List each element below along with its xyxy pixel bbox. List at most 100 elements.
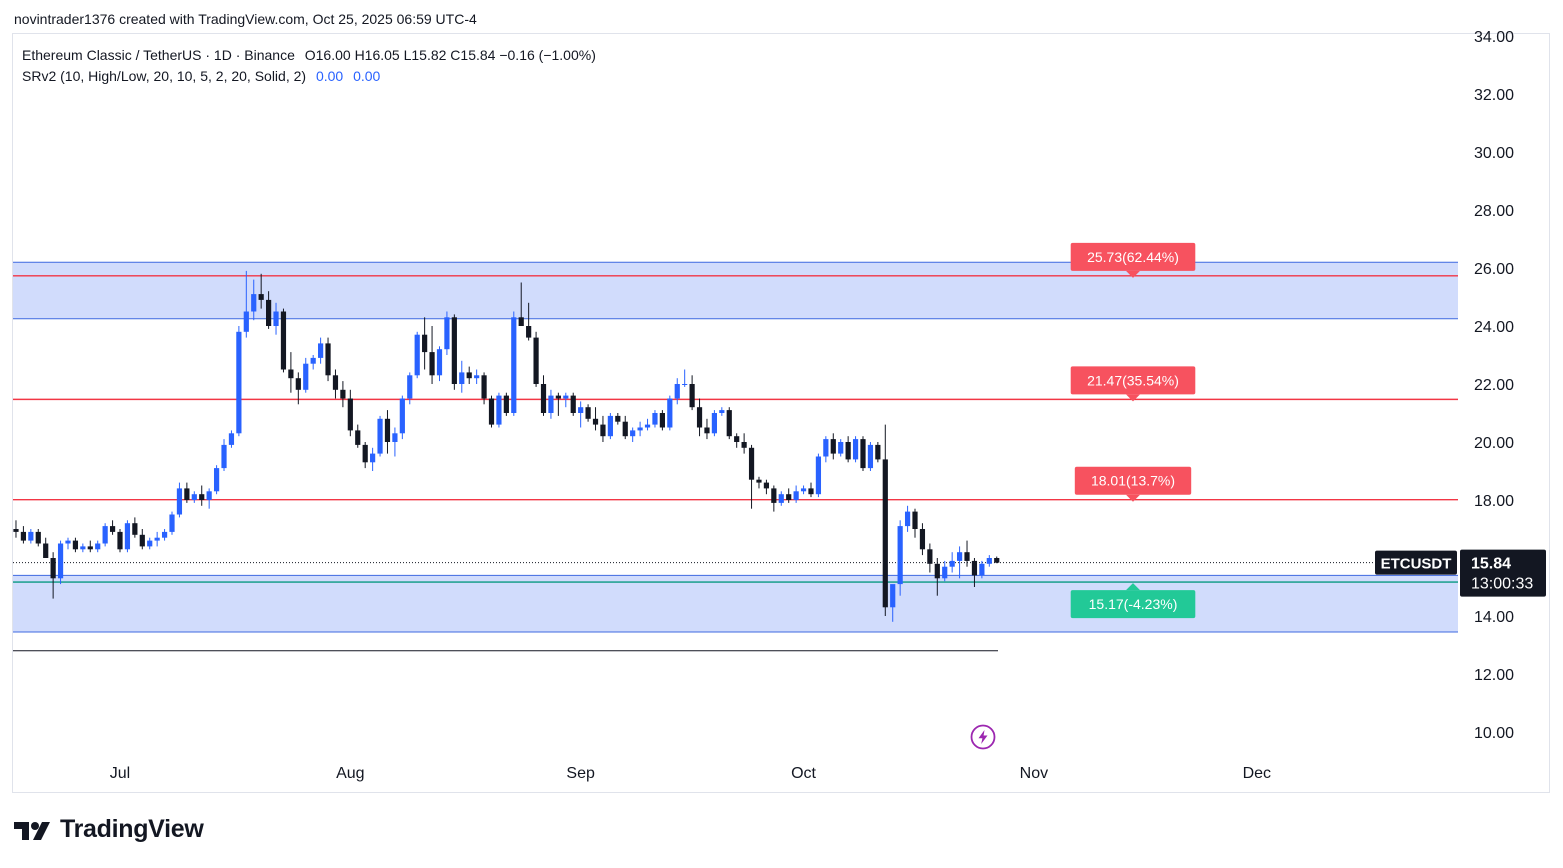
candle-body-55 bbox=[422, 334, 428, 353]
candle-body-117 bbox=[882, 459, 888, 608]
candle-70 bbox=[533, 331, 539, 387]
candle-87 bbox=[659, 410, 665, 431]
candle-52 bbox=[399, 395, 405, 440]
candle-body-92 bbox=[696, 407, 703, 428]
candle-114 bbox=[860, 436, 866, 471]
candle-45 bbox=[347, 389, 353, 437]
candle-19 bbox=[154, 531, 160, 547]
candle-body-72 bbox=[548, 395, 554, 413]
candle-6 bbox=[57, 540, 64, 585]
candle-92 bbox=[696, 398, 703, 437]
candle-48 bbox=[370, 447, 376, 471]
y-tick-6: 22.00 bbox=[1474, 377, 1514, 394]
chart-legend: Ethereum Classic / TetherUS · 1D · Binan… bbox=[22, 45, 596, 87]
candle-body-6 bbox=[57, 543, 64, 579]
candle-39 bbox=[303, 357, 309, 393]
time-axis[interactable]: Jul Aug Sep Oct Nov Dec bbox=[110, 765, 1271, 782]
candle-36 bbox=[280, 308, 287, 373]
candle-56 bbox=[429, 326, 435, 384]
candle-body-100 bbox=[756, 479, 762, 483]
candle-body-90 bbox=[682, 384, 688, 385]
candle-130 bbox=[979, 560, 985, 579]
candle-body-63 bbox=[481, 375, 487, 399]
candle-26 bbox=[206, 488, 212, 509]
candle-body-22 bbox=[176, 488, 183, 515]
y-tick-10: 30.00 bbox=[1474, 145, 1514, 162]
symbol-title[interactable]: Ethereum Classic / TetherUS · 1D · Binan… bbox=[22, 47, 295, 63]
candle-107 bbox=[808, 482, 814, 498]
candle-body-129 bbox=[971, 560, 978, 576]
price-tag-box bbox=[1460, 549, 1546, 597]
candle-9 bbox=[80, 543, 86, 553]
candle-body-29 bbox=[228, 433, 235, 445]
candle-84 bbox=[637, 421, 643, 437]
candle-body-1 bbox=[20, 531, 27, 541]
candle-98 bbox=[741, 433, 747, 454]
level-labels: 25.73(62.44%) 21.47(35.54%) 18.01(13.7%) 15… bbox=[1070, 242, 1196, 619]
candle-body-8 bbox=[72, 540, 79, 550]
indicator-name[interactable]: SRv2 (10, High/Low, 20, 10, 5, 2, 20, So… bbox=[22, 68, 307, 84]
candle-body-104 bbox=[786, 494, 792, 500]
candle-body-125 bbox=[942, 566, 948, 579]
candle-body-110 bbox=[830, 439, 836, 454]
candle-body-131 bbox=[986, 558, 992, 564]
candle-body-71 bbox=[540, 384, 547, 413]
candle-body-70 bbox=[533, 337, 539, 384]
candle-body-106 bbox=[800, 488, 807, 492]
candle-21 bbox=[169, 511, 175, 535]
price-axis[interactable]: 10.0012.0014.0016.0018.0020.0022.0024.00… bbox=[1474, 29, 1514, 742]
candle-body-27 bbox=[213, 468, 220, 492]
candle-75 bbox=[570, 392, 576, 416]
x-tick-1: Aug bbox=[336, 765, 364, 782]
candle-body-118 bbox=[890, 584, 896, 608]
candle-111 bbox=[838, 439, 844, 457]
candle-body-98 bbox=[741, 442, 747, 448]
candle-99 bbox=[748, 444, 755, 509]
candle-body-81 bbox=[615, 415, 621, 422]
candle-65 bbox=[496, 392, 502, 428]
x-tick-3: Oct bbox=[791, 765, 816, 782]
level-label-3-pointer bbox=[1126, 583, 1140, 591]
candle-23 bbox=[184, 482, 190, 503]
candle-90 bbox=[682, 369, 688, 387]
candle-body-108 bbox=[815, 456, 822, 495]
level-label-1-pointer bbox=[1126, 394, 1140, 402]
candle-11 bbox=[95, 540, 101, 553]
candle-124 bbox=[934, 558, 940, 596]
candle-38 bbox=[295, 372, 301, 405]
candle-101 bbox=[763, 479, 770, 495]
lightning-icon[interactable] bbox=[970, 724, 996, 750]
candle-body-45 bbox=[347, 398, 353, 431]
candle-100 bbox=[756, 476, 762, 489]
candle-93 bbox=[704, 418, 710, 440]
tradingview-logo-icon bbox=[14, 821, 50, 840]
tradingview-logo[interactable]: TradingView bbox=[14, 815, 204, 844]
candle-body-119 bbox=[897, 526, 903, 585]
candle-117 bbox=[882, 424, 888, 616]
candle-71 bbox=[540, 375, 547, 416]
candle-body-17 bbox=[139, 534, 145, 547]
candles bbox=[13, 270, 1000, 622]
candle-body-54 bbox=[414, 334, 420, 376]
candle-body-49 bbox=[377, 418, 383, 454]
candle-body-91 bbox=[689, 384, 695, 408]
candle-body-51 bbox=[392, 433, 398, 442]
candle-body-58 bbox=[444, 317, 450, 350]
candle-body-76 bbox=[578, 407, 584, 413]
candle-82 bbox=[622, 415, 628, 440]
candle-body-13 bbox=[109, 526, 116, 532]
candle-body-14 bbox=[117, 531, 123, 550]
candle-47 bbox=[362, 442, 368, 469]
candle-15 bbox=[124, 520, 131, 553]
candle-body-12 bbox=[102, 526, 108, 544]
candle-96 bbox=[726, 407, 732, 440]
y-tick-0: 10.00 bbox=[1474, 725, 1514, 742]
candle-68 bbox=[518, 282, 524, 326]
candle-body-31 bbox=[243, 311, 249, 332]
candle-40 bbox=[310, 355, 316, 370]
candle-50 bbox=[384, 410, 391, 454]
candle-body-25 bbox=[199, 494, 205, 500]
level-label-2-pointer bbox=[1126, 494, 1140, 502]
candle-body-11 bbox=[95, 543, 101, 550]
